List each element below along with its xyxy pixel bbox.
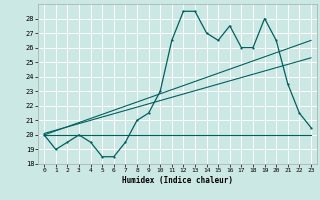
X-axis label: Humidex (Indice chaleur): Humidex (Indice chaleur) (122, 176, 233, 185)
